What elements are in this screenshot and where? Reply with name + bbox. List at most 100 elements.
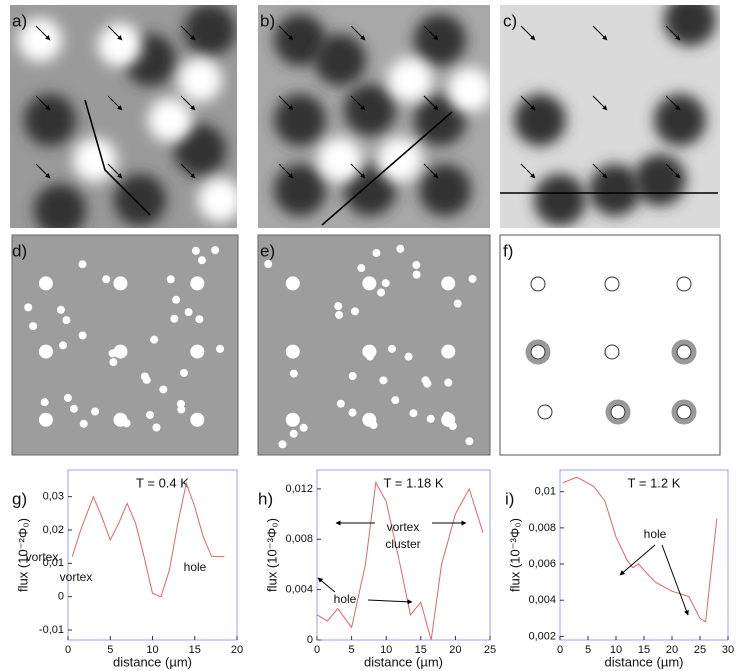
x-tick-label: 0 [314, 644, 320, 656]
x-tick-label: 25 [484, 644, 496, 656]
x-tick-label: 15 [638, 644, 650, 656]
arrow [180, 163, 196, 179]
dark-spot [419, 164, 471, 216]
y-tick-label: 0,01 [43, 557, 64, 569]
arrow [107, 25, 123, 41]
vortex-dot [62, 316, 71, 325]
flux-line [71, 481, 225, 598]
x-tick-label: 10 [610, 644, 622, 656]
hole [537, 404, 553, 420]
vortex-dot [176, 399, 185, 408]
bright-spot [198, 178, 237, 222]
annotation: vortex [26, 550, 59, 564]
profile-line [84, 99, 151, 216]
panel-label: i) [505, 489, 514, 508]
arrow [107, 163, 123, 179]
arrow [278, 163, 294, 179]
arrow [180, 95, 196, 111]
arrow [35, 25, 51, 41]
vortex-dot [289, 429, 298, 438]
vortex-dot [152, 423, 161, 432]
hole [676, 276, 692, 292]
hole [441, 344, 456, 359]
hole [113, 412, 128, 427]
vortex-dot [166, 275, 175, 284]
x-tick-label: 15 [415, 644, 427, 656]
hole [604, 276, 620, 292]
bright-spot [378, 138, 422, 182]
arrow [423, 163, 439, 179]
x-tick-label: 5 [107, 644, 113, 656]
vortex-dot [211, 246, 220, 255]
vortex-dot [404, 352, 413, 361]
line-chart: 0 5 10 15 20 25 30 0,002 0,004 0,006 0,008 0,01 T = … [507, 469, 734, 669]
hole [362, 276, 377, 291]
arrow [350, 163, 366, 179]
arrow [520, 95, 536, 111]
x-tick-label: 10 [380, 644, 392, 656]
vortex-dot [197, 256, 206, 265]
annotation-arrow [317, 577, 336, 593]
arrow [423, 25, 439, 41]
vortex-dot [336, 399, 345, 408]
annotation: hole [644, 527, 667, 541]
x-tick-label: 20 [449, 644, 461, 656]
schematics [11, 234, 721, 456]
flux-ring [605, 399, 631, 425]
x-tick-label: 30 [722, 644, 734, 656]
flux-ring [671, 399, 697, 425]
vortex-dot [278, 440, 287, 449]
vortex-dot [109, 358, 118, 367]
bright-spot [448, 68, 490, 112]
vortex-dot [40, 398, 49, 407]
arrow [35, 163, 51, 179]
panel-label: f) [503, 241, 513, 260]
arrow [278, 25, 294, 41]
hole [285, 344, 300, 359]
panel-label: g) [12, 489, 27, 508]
vortex-dot [191, 246, 200, 255]
dark-spot [34, 184, 86, 228]
arrow [665, 95, 681, 111]
vortex-dot [465, 437, 474, 446]
hole [441, 412, 456, 427]
hole [604, 344, 620, 360]
dark-spot [184, 5, 236, 56]
vortex-dot [426, 414, 435, 423]
hole [285, 412, 300, 427]
arrow [35, 95, 51, 111]
x-tick-label: 5 [585, 644, 591, 656]
hole [676, 344, 692, 360]
y-tick-label: 0,01 [535, 486, 556, 498]
y-tick-label: -0,01 [39, 624, 64, 636]
arrow [665, 25, 681, 41]
y-tick-label: 0,004 [528, 594, 556, 606]
vortex-dot [59, 341, 68, 350]
vortex-dot [289, 369, 298, 378]
arrow [665, 163, 681, 179]
hole [530, 344, 546, 360]
vortex-dot [387, 344, 396, 353]
vortex-dot [78, 260, 87, 269]
dark-spot [634, 154, 686, 206]
x-axis-label: distance (µm) [113, 654, 192, 669]
arrow [278, 95, 294, 111]
vortex-dot [24, 303, 33, 312]
hole [530, 276, 546, 292]
arrow [350, 95, 366, 111]
panel-label: d) [12, 241, 27, 260]
vortex-dot [195, 315, 204, 324]
annotation: hole [184, 560, 207, 574]
hole [362, 412, 377, 427]
hole [441, 276, 456, 291]
vortex-dot [357, 264, 366, 273]
x-tick-label: 20 [666, 644, 678, 656]
micrograph [258, 5, 490, 228]
hole [113, 344, 128, 359]
panel-label: b) [260, 11, 275, 30]
hole [113, 276, 128, 291]
y-tick-label: 0,004 [285, 584, 313, 596]
vortex-dot [377, 288, 386, 297]
